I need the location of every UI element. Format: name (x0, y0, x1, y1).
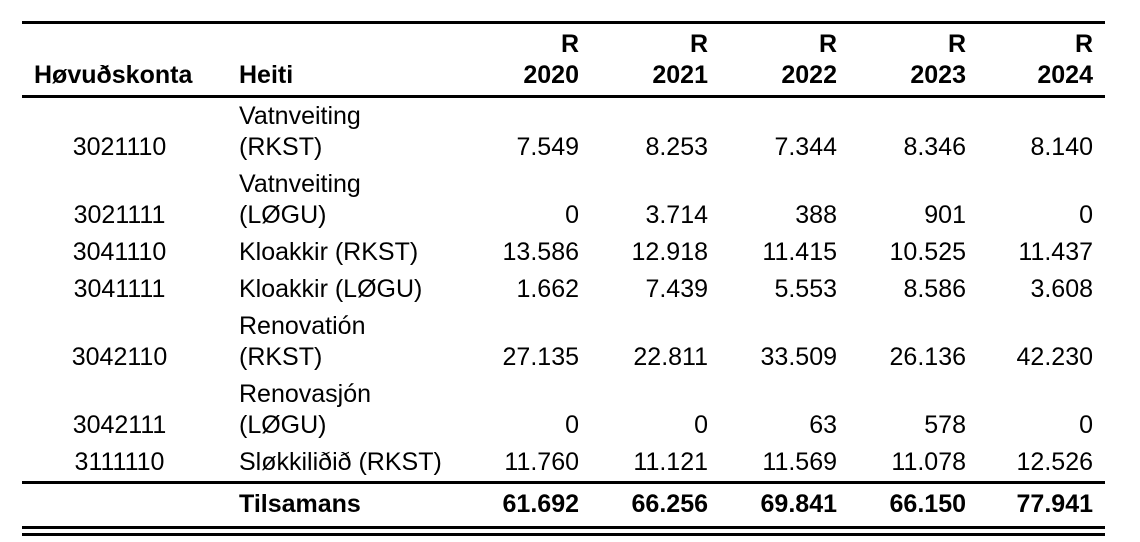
value-cell: 8.140 (1030, 133, 1093, 161)
table-row: 3042111 Renovasjón (LØGU) 0 0 63 578 0 (22, 376, 1105, 444)
value-cell: 7.549 (516, 133, 579, 161)
name-cell: Vatnveiting (LØGU) (217, 166, 462, 234)
value-cell: 901 (924, 201, 966, 229)
total-label: Tilsamans (217, 481, 462, 536)
year-prefix-label: R (560, 30, 579, 58)
name-cell: Renovasjón (LØGU) (217, 376, 462, 444)
value-cell: 3.608 (1030, 275, 1093, 303)
table-row: 3042110 Renovatión (RKST) 27.135 22.811 … (22, 308, 1105, 376)
value-cell: 42.230 (1016, 343, 1093, 371)
name-line: Renovasjón (239, 380, 372, 408)
value-cell: 11.760 (504, 448, 579, 476)
year-column-header: R 2024 (978, 22, 1105, 98)
value-cell: 5.553 (774, 275, 837, 303)
value-cell: 0 (565, 411, 579, 439)
value-cell: 11.121 (633, 448, 708, 476)
year-prefix-label: R (818, 30, 837, 58)
account-cell: 3042110 (71, 343, 168, 371)
value-cell: 388 (795, 201, 837, 229)
value-cell: 12.918 (631, 238, 708, 266)
year-column-header: R 2023 (849, 22, 978, 98)
account-column-header: Høvuðskonta (22, 22, 217, 98)
name-column-header: Heiti (217, 22, 462, 98)
name-line: Kloakkir (LØGU) (239, 275, 423, 303)
total-value-cell: 66.150 (849, 481, 978, 536)
value-cell: 13.586 (502, 238, 579, 266)
name-line: (LØGU) (239, 201, 327, 229)
name-line: (LØGU) (239, 411, 327, 439)
table-header-row: Høvuðskonta Heiti R 2020 R 2021 R 2022 R… (22, 22, 1105, 98)
value-cell: 11.569 (762, 448, 837, 476)
name-cell: Vatnveiting (RKST) (217, 97, 462, 167)
account-cell: 3041111 (73, 275, 166, 303)
year-label: 2021 (652, 61, 708, 89)
value-cell: 27.135 (502, 343, 579, 371)
value-cell: 0 (565, 201, 579, 229)
table-row: 3021110 Vatnveiting (RKST) 7.549 8.253 7… (22, 97, 1105, 167)
year-column-header: R 2022 (720, 22, 849, 98)
table-row: 3041111 Kloakkir (LØGU) 1.662 7.439 5.55… (22, 271, 1105, 308)
name-cell: Kloakkir (RKST) (217, 234, 462, 271)
value-cell: 26.136 (889, 343, 966, 371)
value-cell: 10.525 (889, 238, 966, 266)
value-cell: 33.509 (760, 343, 837, 371)
year-column-header: R 2021 (591, 22, 720, 98)
name-cell: Sløkkiliðið (RKST) (217, 444, 462, 483)
value-cell: 22.811 (633, 343, 708, 371)
name-line: Renovatión (239, 312, 366, 340)
year-label: 2022 (781, 61, 837, 89)
value-cell: 7.439 (645, 275, 708, 303)
value-cell: 8.586 (903, 275, 966, 303)
value-cell: 11.078 (891, 448, 966, 476)
name-line: Vatnveiting (239, 170, 361, 198)
total-empty-cell (22, 481, 217, 536)
table-row: 3021111 Vatnveiting (LØGU) 0 3.714 388 9… (22, 166, 1105, 234)
name-line: Vatnveiting (239, 102, 361, 130)
year-prefix-label: R (947, 30, 966, 58)
name-line: (RKST) (239, 133, 323, 161)
name-line: Kloakkir (RKST) (239, 238, 419, 266)
total-value-cell: 66.256 (591, 481, 720, 536)
value-cell: 12.526 (1016, 448, 1093, 476)
value-cell: 578 (924, 411, 966, 439)
year-label: 2020 (523, 61, 579, 89)
account-cell: 3111110 (74, 448, 165, 476)
year-column-header: R 2020 (462, 22, 591, 98)
year-label: 2024 (1037, 61, 1093, 89)
value-cell: 11.437 (1018, 238, 1093, 266)
table-row: 3041110 Kloakkir (RKST) 13.586 12.918 11… (22, 234, 1105, 271)
value-cell: 0 (694, 411, 708, 439)
account-cell: 3021110 (72, 133, 167, 161)
value-cell: 0 (1079, 411, 1093, 439)
table-row: 3111110 Sløkkiliðið (RKST) 11.760 11.121… (22, 444, 1105, 483)
account-cell: 3021111 (73, 201, 166, 229)
value-cell: 1.662 (516, 275, 579, 303)
total-value-cell: 61.692 (462, 481, 591, 536)
value-cell: 0 (1079, 201, 1093, 229)
year-prefix-label: R (1074, 30, 1093, 58)
name-cell: Renovatión (RKST) (217, 308, 462, 376)
account-cell: 3042111 (72, 411, 167, 439)
name-line: (RKST) (239, 343, 323, 371)
total-value-cell: 69.841 (720, 481, 849, 536)
total-value-cell: 77.941 (978, 481, 1105, 536)
value-cell: 3.714 (645, 201, 708, 229)
year-label: 2023 (910, 61, 966, 89)
value-cell: 8.253 (645, 133, 708, 161)
year-prefix-label: R (689, 30, 708, 58)
value-cell: 11.415 (762, 238, 837, 266)
financial-table: Høvuðskonta Heiti R 2020 R 2021 R 2022 R… (22, 21, 1105, 536)
value-cell: 7.344 (774, 133, 837, 161)
value-cell: 63 (809, 411, 837, 439)
account-cell: 3041110 (72, 238, 167, 266)
name-cell: Kloakkir (LØGU) (217, 271, 462, 308)
total-row: Tilsamans 61.692 66.256 69.841 66.150 77… (22, 481, 1105, 536)
value-cell: 8.346 (903, 133, 966, 161)
name-line: Sløkkiliðið (RKST) (239, 448, 442, 476)
